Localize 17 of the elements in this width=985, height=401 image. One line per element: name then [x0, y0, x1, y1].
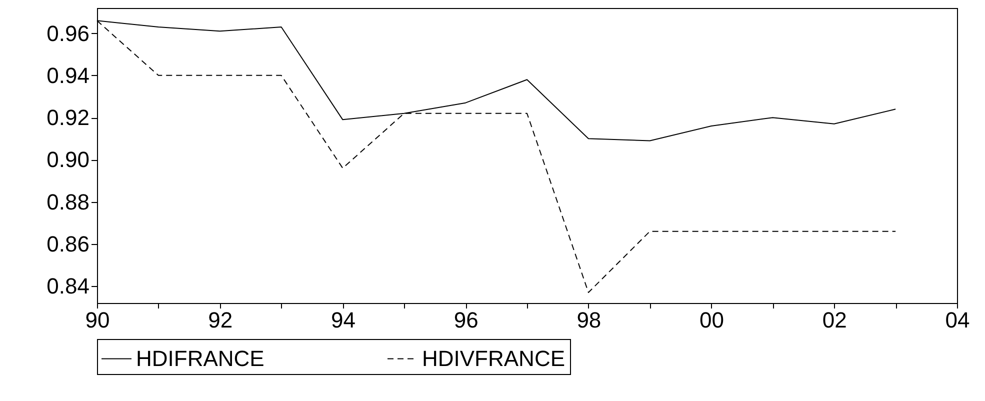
- y-tick-label: 0.90: [46, 147, 90, 172]
- y-tick-label: 0.84: [46, 274, 90, 299]
- x-tick-label: 92: [208, 308, 233, 332]
- legend-label: HDIVFRANCE: [422, 346, 566, 371]
- y-tick-label: 0.94: [46, 62, 90, 88]
- legend-label: HDIFRANCE: [136, 346, 264, 371]
- x-tick-label: 98: [576, 308, 602, 332]
- y-tick-label: 0.96: [46, 20, 90, 46]
- x-tick-label: 04: [945, 308, 970, 332]
- x-tick-label: 94: [330, 308, 356, 332]
- y-tick-label: 0.92: [46, 105, 90, 130]
- x-tick-label: 02: [822, 308, 847, 332]
- y-tick-label: 0.88: [46, 189, 90, 214]
- x-tick-label: 96: [454, 308, 478, 332]
- y-tick-label: 0.86: [46, 232, 90, 256]
- x-tick-label: 90: [85, 308, 110, 332]
- x-tick-label: 00: [700, 308, 724, 332]
